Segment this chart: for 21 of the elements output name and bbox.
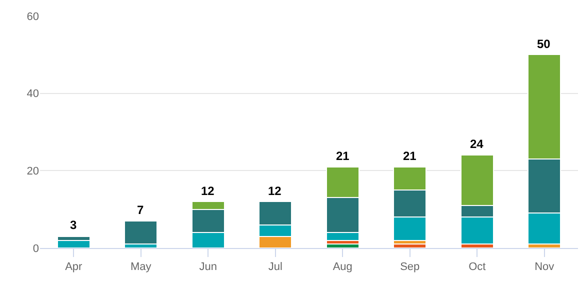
x-tick-label: May — [130, 261, 152, 274]
y-tick-label: 60 — [26, 10, 39, 23]
x-tick-label: Sep — [400, 261, 420, 274]
x-tick-label: Jul — [268, 261, 282, 274]
total-label: 21 — [403, 149, 417, 163]
total-label: 50 — [537, 37, 551, 51]
total-label: 12 — [268, 184, 282, 198]
x-tick-label: Aug — [332, 261, 352, 274]
bar — [124, 220, 158, 245]
total-label: 3 — [70, 218, 77, 232]
x-tick-label: Apr — [65, 261, 83, 274]
y-tick-label: 20 — [26, 166, 39, 178]
total-label: 7 — [137, 203, 144, 217]
x-tick-label: Jun — [199, 261, 218, 274]
y-tick-label: 40 — [26, 88, 39, 100]
total-label: 21 — [336, 149, 350, 163]
total-label: 24 — [470, 137, 484, 151]
x-tick-label: Nov — [534, 261, 555, 274]
total-label: 12 — [201, 184, 215, 198]
x-tick-label: Oct — [468, 261, 486, 274]
y-tick-label: 0 — [32, 242, 39, 255]
